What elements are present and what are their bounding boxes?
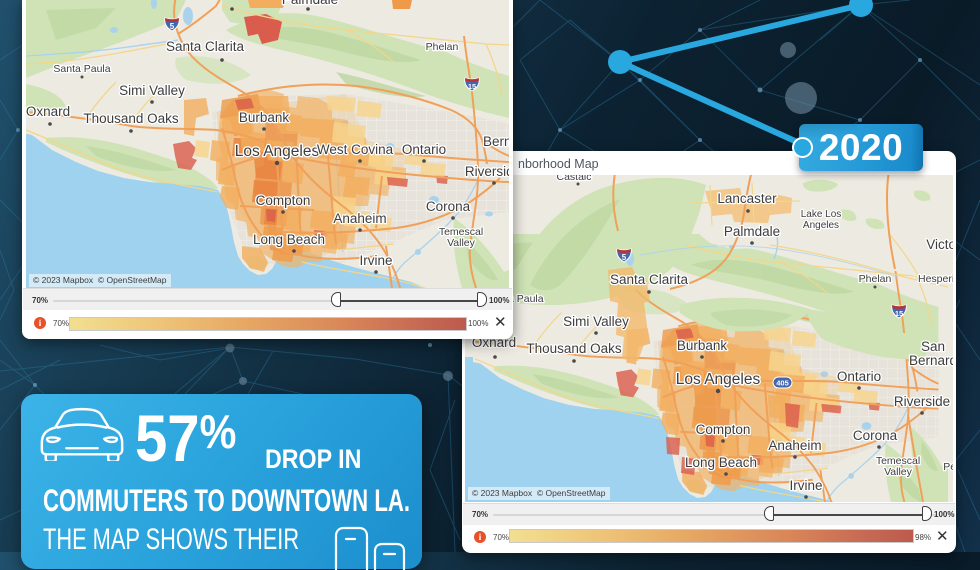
svg-text:Ontario: Ontario [402, 142, 446, 157]
svg-text:Compton: Compton [696, 422, 751, 437]
svg-text:Valley: Valley [447, 237, 476, 249]
svg-text:Oxnard: Oxnard [26, 104, 70, 119]
svg-text:Corona: Corona [853, 428, 898, 443]
svg-text:Lancaster: Lancaster [717, 191, 777, 206]
svg-text:Valley: Valley [884, 466, 913, 478]
svg-text:405: 405 [776, 379, 789, 388]
svg-text:Thousand Oaks: Thousand Oaks [526, 341, 622, 356]
svg-text:Long Beach: Long Beach [685, 455, 757, 470]
svg-text:Los Angeles: Los Angeles [235, 143, 320, 160]
svg-text:Palmdale: Palmdale [724, 224, 780, 239]
svg-text:Simi Valley: Simi Valley [119, 83, 185, 98]
svg-text:Burbank: Burbank [239, 110, 290, 125]
svg-text:Irvine: Irvine [789, 478, 822, 493]
svg-text:Thousand Oaks: Thousand Oaks [83, 111, 179, 126]
svg-text:Perris: Perris [943, 461, 953, 473]
svg-text:Angeles: Angeles [803, 220, 839, 231]
svg-text:West Covina: West Covina [317, 142, 394, 157]
svg-text:Victorville: Victorville [926, 237, 953, 252]
svg-text:Anaheim: Anaheim [333, 211, 386, 226]
svg-text:Temescal: Temescal [439, 226, 483, 238]
svg-text:Long Beach: Long Beach [253, 232, 325, 247]
svg-text:Irvine: Irvine [359, 253, 392, 268]
svg-text:Corona: Corona [426, 199, 471, 214]
svg-text:Castaic: Castaic [556, 175, 591, 183]
svg-text:Riverside: Riverside [894, 394, 950, 409]
svg-text:Burbank: Burbank [677, 338, 728, 353]
svg-text:Compton: Compton [256, 193, 311, 208]
svg-text:5: 5 [622, 253, 627, 262]
svg-text:Santa Clarita: Santa Clarita [610, 272, 689, 287]
svg-text:5: 5 [170, 22, 175, 31]
svg-text:Anaheim: Anaheim [768, 438, 821, 453]
svg-text:15: 15 [468, 82, 476, 91]
svg-text:Phelan: Phelan [426, 41, 459, 53]
svg-text:Palmdale: Palmdale [282, 0, 338, 7]
svg-text:Phelan: Phelan [859, 273, 892, 285]
svg-text:Temescal: Temescal [876, 455, 920, 467]
svg-text:Riverside: Riverside [465, 164, 509, 179]
svg-text:Simi Valley: Simi Valley [563, 314, 629, 329]
svg-text:Bernardino: Bernardino [483, 134, 509, 149]
svg-text:Santa Paula: Santa Paula [53, 63, 110, 75]
svg-text:Hesperia: Hesperia [918, 273, 953, 285]
svg-text:Los Angeles: Los Angeles [676, 371, 761, 388]
svg-text:Bernardino: Bernardino [909, 353, 953, 368]
svg-text:Lake Los: Lake Los [801, 209, 842, 220]
svg-text:Santa Clarita: Santa Clarita [166, 39, 245, 54]
svg-text:15: 15 [895, 309, 903, 318]
svg-text:San: San [921, 339, 945, 354]
svg-text:Ontario: Ontario [837, 369, 881, 384]
